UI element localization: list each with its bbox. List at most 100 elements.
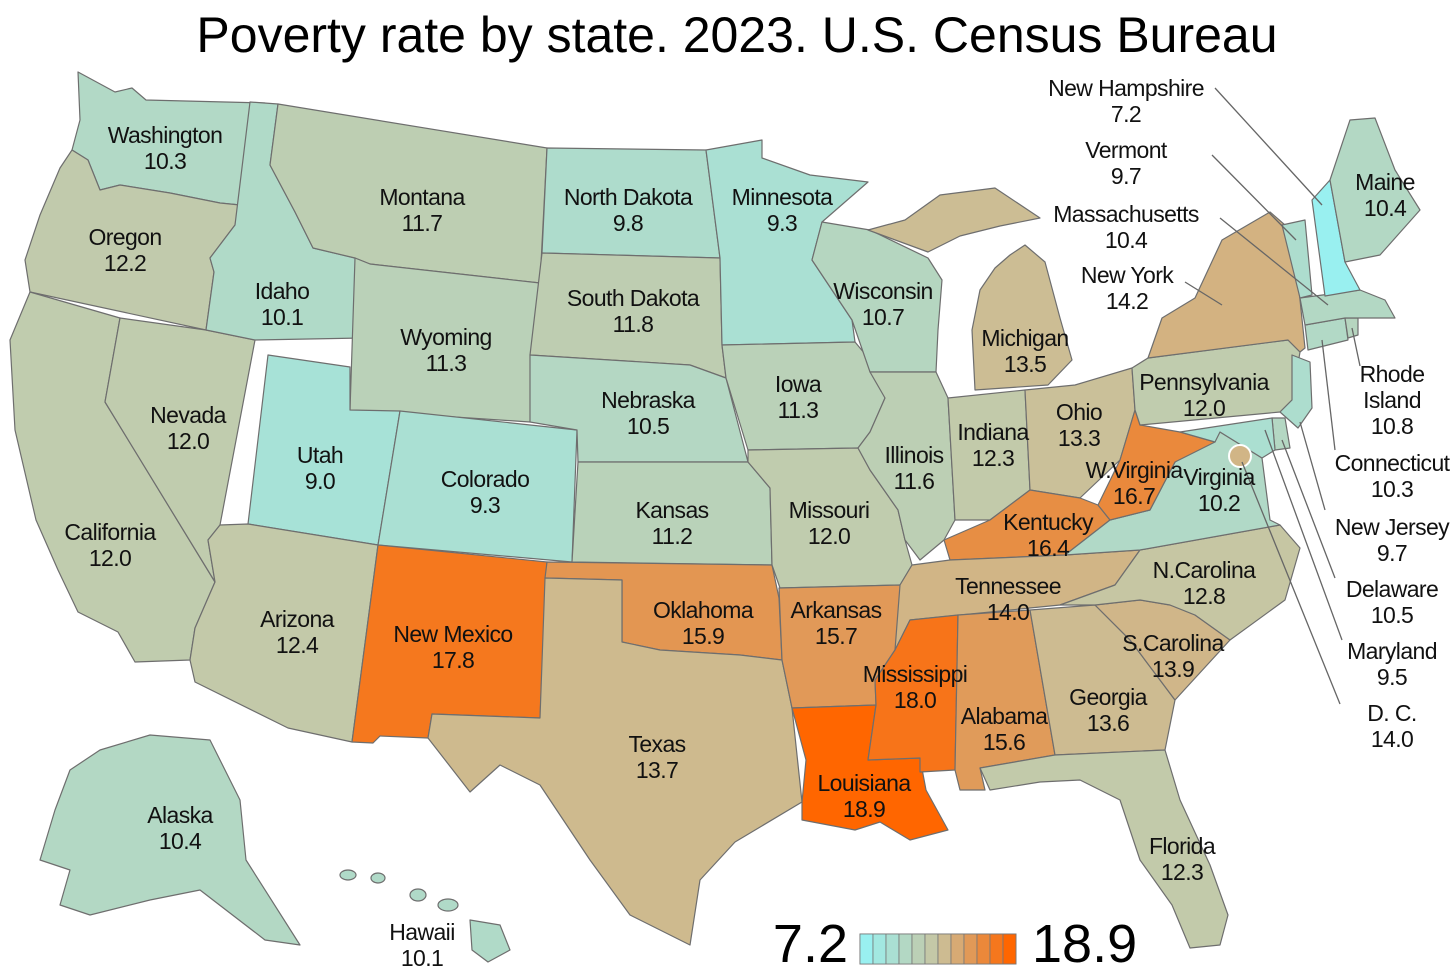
state-new-york[interactable] [1147, 211, 1306, 359]
state-name: New York [1081, 262, 1174, 288]
state-mississippi[interactable] [867, 614, 959, 773]
state-name: Alaska [147, 802, 213, 828]
state-label-nc: N.Carolina 12.8 [1153, 557, 1256, 609]
state-value: 11.2 [652, 523, 693, 549]
state-north-carolina[interactable] [1059, 524, 1301, 641]
state-label-vt: Vermont 9.7 [1085, 137, 1168, 189]
state-label-hi: Hawaii 10.1 [389, 919, 454, 971]
state-value: 12.0 [1183, 395, 1225, 421]
state-vermont[interactable] [1281, 219, 1313, 299]
state-label-ar: Arkansas 15.7 [790, 597, 881, 649]
state-name: Pennsylvania [1139, 369, 1269, 395]
state-label-mn: Minnesota 9.3 [732, 184, 834, 236]
state-value: 12.0 [167, 428, 209, 454]
legend-swatch [898, 933, 913, 965]
state-alaska[interactable] [39, 734, 301, 946]
state-name: Nevada [150, 402, 226, 428]
state-florida[interactable] [979, 749, 1229, 949]
state-value: 10.5 [627, 413, 669, 439]
state-hawaii[interactable] [339, 869, 511, 963]
state-value: 9.8 [613, 210, 643, 236]
state-label-fl: Florida 12.3 [1149, 833, 1216, 885]
state-name: New Mexico [393, 621, 512, 647]
state-name: Utah [297, 442, 343, 468]
state-label-pa: Pennsylvania 12.0 [1139, 369, 1269, 421]
state-label-ut: Utah 9.0 [297, 442, 343, 494]
state-label-ky: Kentucky 16.4 [1003, 509, 1094, 561]
state-value: 9.0 [305, 468, 335, 494]
state-texas[interactable] [427, 577, 803, 946]
state-maine[interactable] [1329, 117, 1421, 263]
state-name: Massachusetts [1053, 201, 1199, 227]
state-value: 14.0 [1371, 726, 1413, 752]
state-new-jersey[interactable] [1279, 354, 1313, 429]
state-name: W.Virginia [1085, 457, 1183, 483]
state-name: Texas [628, 731, 685, 757]
state-value: 10.4 [1364, 195, 1407, 221]
state-name: Arizona [260, 606, 335, 632]
state-value: 9.5 [1377, 664, 1407, 690]
state-dc[interactable] [1228, 444, 1252, 468]
state-label-va: Virginia 10.2 [1183, 464, 1255, 516]
map-title: Poverty rate by state. 2023. U.S. Census… [196, 7, 1277, 63]
state-name: South Dakota [567, 285, 700, 311]
state-michigan-upper[interactable] [867, 187, 1041, 253]
state-label-mo: Missouri 12.0 [789, 497, 870, 549]
state-name: Ohio [1056, 399, 1102, 425]
state-shapes [9, 71, 1421, 963]
state-value: 11.3 [426, 350, 467, 376]
state-name: Virginia [1183, 464, 1255, 490]
state-name: Nebraska [601, 387, 695, 413]
legend-swatch [859, 933, 874, 965]
state-name: Missouri [789, 497, 870, 523]
state-label-sc: S.Carolina 13.9 [1122, 630, 1224, 682]
state-name: Wyoming [400, 324, 491, 350]
state-value: 11.7 [402, 210, 443, 236]
state-value: 10.8 [1371, 413, 1413, 439]
state-massachusetts[interactable] [1299, 289, 1396, 326]
legend-ticks [859, 933, 1017, 965]
state-label-ny: New York 14.2 [1081, 262, 1174, 314]
state-label-wy: Wyoming 11.3 [400, 324, 491, 376]
state-value: 9.3 [470, 492, 500, 518]
state-name: Indiana [957, 419, 1029, 445]
state-michigan[interactable] [971, 244, 1073, 391]
state-name: Maryland [1347, 638, 1437, 664]
state-value: 14.2 [1106, 288, 1148, 314]
state-name: Oklahoma [653, 597, 754, 623]
state-name: Hawaii [389, 919, 454, 945]
state-label-nm: New Mexico 17.8 [393, 621, 512, 673]
state-label-ms: Mississippi 18.0 [863, 661, 968, 713]
legend-swatch [989, 933, 1004, 965]
state-value: 12.8 [1183, 583, 1225, 609]
state-name: Iowa [775, 371, 822, 397]
state-label-id: Idaho 10.1 [255, 278, 310, 330]
state-wisconsin[interactable] [811, 221, 943, 373]
state-value: 15.9 [682, 623, 724, 649]
state-name: California [64, 519, 156, 545]
state-value: 13.6 [1087, 710, 1129, 736]
state-label-al: Alabama 15.6 [961, 703, 1048, 755]
state-label-in: Indiana 12.3 [957, 419, 1029, 471]
callout-leader-lines [1184, 87, 1361, 705]
state-value: 13.3 [1058, 425, 1100, 451]
state-name: Maine [1355, 169, 1415, 195]
state-value: 10.3 [1371, 476, 1413, 502]
state-label-ma: Massachusetts 10.4 [1053, 201, 1199, 253]
state-label-nd: North Dakota 9.8 [564, 184, 693, 236]
legend-swatch [963, 933, 978, 965]
legend-swatch [1002, 933, 1017, 965]
state-new-hampshire[interactable] [1311, 179, 1361, 297]
state-rhode-island[interactable] [1344, 317, 1359, 339]
state-name: Alabama [961, 703, 1048, 729]
state-name: Georgia [1069, 684, 1147, 710]
state-label-wa: Washington 10.3 [108, 122, 223, 174]
state-label-ok: Oklahoma 15.9 [653, 597, 754, 649]
state-name: N.Carolina [1153, 557, 1256, 583]
state-value: 12.0 [808, 523, 850, 549]
state-value: 10.1 [261, 304, 303, 330]
state-name: Minnesota [732, 184, 834, 210]
state-maryland[interactable] [1179, 417, 1276, 459]
